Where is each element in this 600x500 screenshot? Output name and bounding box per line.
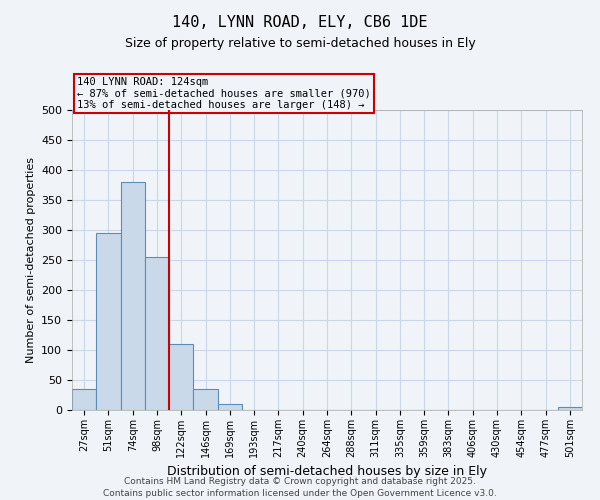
- Bar: [145, 257, 169, 410]
- Bar: [193, 389, 218, 410]
- Y-axis label: Number of semi-detached properties: Number of semi-detached properties: [26, 157, 35, 363]
- Bar: [96, 233, 121, 410]
- Text: Contains HM Land Registry data © Crown copyright and database right 2025.
Contai: Contains HM Land Registry data © Crown c…: [103, 476, 497, 498]
- Bar: [558, 407, 582, 410]
- Bar: [121, 182, 145, 410]
- Text: 140 LYNN ROAD: 124sqm
← 87% of semi-detached houses are smaller (970)
13% of sem: 140 LYNN ROAD: 124sqm ← 87% of semi-deta…: [77, 77, 371, 110]
- Bar: [72, 389, 96, 410]
- Text: Size of property relative to semi-detached houses in Ely: Size of property relative to semi-detach…: [125, 38, 475, 51]
- Bar: [169, 344, 193, 410]
- X-axis label: Distribution of semi-detached houses by size in Ely: Distribution of semi-detached houses by …: [167, 466, 487, 478]
- Text: 140, LYNN ROAD, ELY, CB6 1DE: 140, LYNN ROAD, ELY, CB6 1DE: [172, 15, 428, 30]
- Bar: [218, 404, 242, 410]
